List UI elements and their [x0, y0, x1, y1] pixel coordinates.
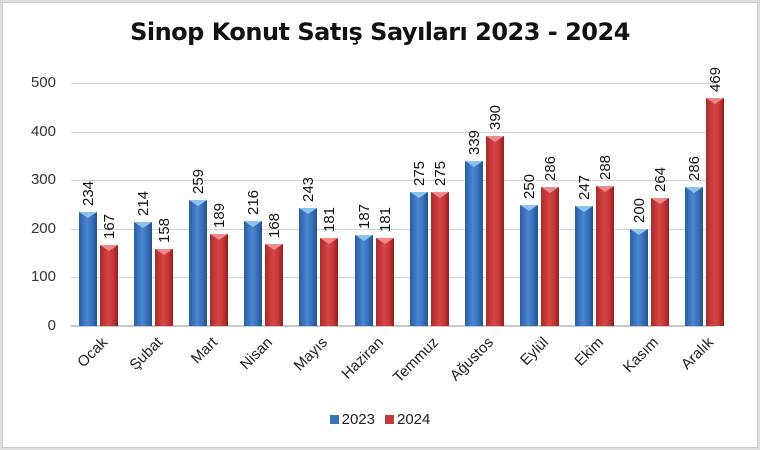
- data-label: 168: [266, 213, 284, 239]
- data-label: 214: [135, 190, 153, 216]
- bar-2023-Haziran: [354, 235, 373, 326]
- data-label: 286: [541, 155, 559, 181]
- data-label: 275: [410, 161, 428, 187]
- bar-2024-Nisan: [265, 244, 284, 326]
- data-label: 250: [520, 173, 538, 199]
- bar-2023-Nisan: [244, 221, 263, 326]
- data-label: 181: [376, 207, 394, 233]
- data-label: 286: [686, 155, 704, 181]
- legend-label-2023: 2023: [341, 411, 375, 428]
- data-label: 390: [486, 105, 504, 131]
- data-label: 167: [101, 213, 118, 239]
- data-label: 158: [156, 218, 174, 244]
- y-tick-label: 300: [30, 171, 56, 189]
- gridline-0: [71, 325, 716, 327]
- bar-2023-Kasım: [630, 228, 648, 326]
- bar-2024-Ağustos: [485, 136, 504, 326]
- bar-2023-Aralık: [685, 187, 704, 326]
- bar-2023-Ağustos: [464, 161, 483, 326]
- bar-2023-Ekim: [574, 205, 593, 326]
- data-label: 243: [300, 176, 318, 202]
- data-label: 216: [245, 189, 263, 216]
- bar-2024-Temmuz: [430, 192, 449, 326]
- bar-2023-Ocak: [79, 212, 97, 326]
- bar-2024-Mart: [210, 234, 229, 326]
- gridline-200: [71, 228, 716, 230]
- legend-label-2024: 2024: [397, 411, 431, 428]
- bar-2024-Eylül: [540, 187, 559, 326]
- bar-2024-Mayıs: [320, 238, 339, 326]
- bar-2024-Ekim: [595, 186, 614, 326]
- gridline-100: [71, 277, 716, 279]
- data-label: 187: [355, 204, 373, 230]
- data-label: 275: [431, 161, 449, 187]
- bar-2023-Mart: [189, 200, 208, 326]
- data-label: 189: [211, 203, 229, 229]
- data-label: 288: [596, 155, 614, 181]
- legend-swatch-2023: [329, 415, 339, 424]
- y-tick-label: 400: [30, 122, 56, 140]
- bar-2023-Mayıs: [299, 207, 318, 326]
- data-label: 181: [321, 207, 339, 233]
- data-label: 469: [707, 67, 725, 93]
- y-tick-label: 200: [30, 219, 56, 237]
- data-label: 339: [465, 130, 483, 156]
- data-label: 247: [575, 174, 593, 200]
- y-tick-label: 100: [30, 268, 56, 286]
- legend-item-2024: 2024: [385, 411, 430, 428]
- bar-2024-Kasım: [651, 197, 669, 326]
- y-tick-label: 500: [30, 74, 56, 91]
- bar-2023-Temmuz: [409, 192, 428, 326]
- legend-item-2023: 2023: [329, 411, 375, 428]
- legend-swatch-2024: [385, 415, 394, 424]
- legend: 2023 2024: [0, 411, 760, 428]
- data-label: 259: [190, 169, 208, 195]
- bar-2024-Aralık: [706, 98, 725, 326]
- bar-2024-Şubat: [155, 249, 174, 326]
- gridline-400: [71, 131, 716, 133]
- gridline-500: [71, 83, 716, 84]
- bar-2023-Eylül: [519, 204, 538, 326]
- bar-2024-Ocak: [100, 244, 118, 326]
- bar-2024-Haziran: [375, 238, 394, 326]
- y-tick-label: 0: [47, 317, 56, 334]
- data-label: 234: [80, 181, 97, 207]
- data-label: 264: [652, 166, 669, 192]
- bar-2023-Şubat: [134, 221, 153, 326]
- chart-title: Sinop Konut Satış Sayıları 2023 - 2024: [130, 18, 630, 46]
- gridline-300: [71, 180, 716, 182]
- data-label: 200: [631, 197, 648, 223]
